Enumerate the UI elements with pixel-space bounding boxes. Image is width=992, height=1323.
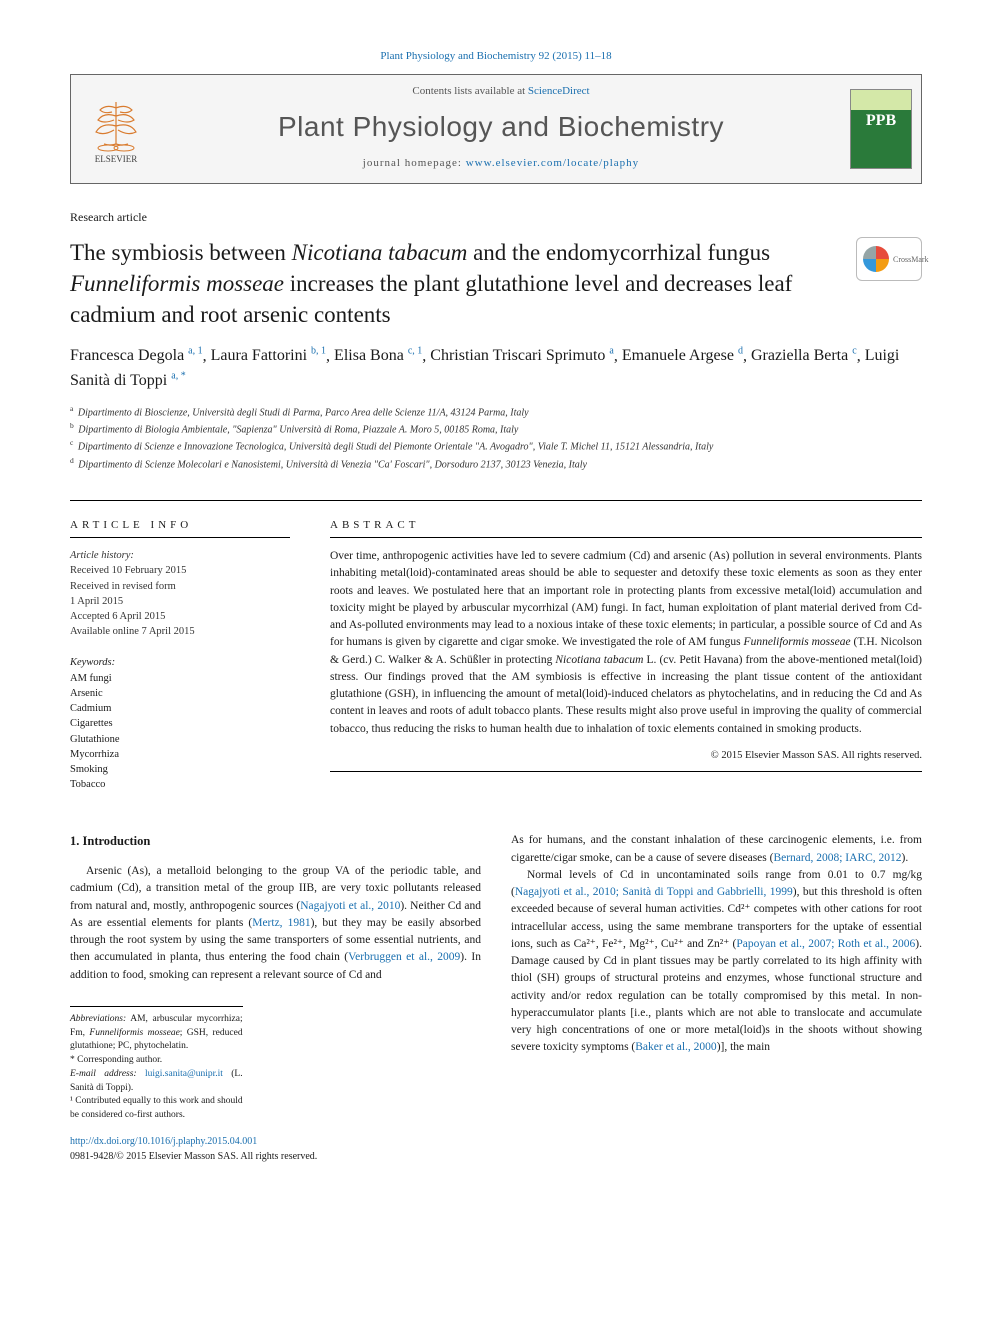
article-type: Research article bbox=[70, 210, 922, 225]
crossmark-label: CrossMark bbox=[893, 255, 929, 264]
keyword: Glutathione bbox=[70, 732, 290, 747]
abstract-text: Over time, anthropogenic activities have… bbox=[330, 548, 922, 738]
keyword: Cadmium bbox=[70, 701, 290, 716]
divider bbox=[70, 500, 922, 501]
ref-link[interactable]: Mertz, 1981 bbox=[252, 917, 310, 929]
author: Francesca Degola a, 1 bbox=[70, 347, 203, 364]
keywords-label: Keywords: bbox=[70, 655, 290, 670]
intro-para-1: Arsenic (As), a metalloid belonging to t… bbox=[70, 863, 481, 984]
ref-link[interactable]: Verbruggen et al., 2009 bbox=[348, 951, 460, 963]
copyright: © 2015 Elsevier Masson SAS. All rights r… bbox=[330, 750, 922, 761]
article-history: Article history: Received 10 February 20… bbox=[70, 548, 290, 639]
history-label: Article history: bbox=[70, 548, 290, 563]
journal-name: Plant Physiology and Biochemistry bbox=[169, 111, 833, 143]
doi-link[interactable]: http://dx.doi.org/10.1016/j.plaphy.2015.… bbox=[70, 1136, 257, 1147]
ref-link[interactable]: Nagajyoti et al., 2010 bbox=[300, 900, 400, 912]
homepage-link[interactable]: www.elsevier.com/locate/plaphy bbox=[466, 157, 639, 169]
ref-link[interactable]: Baker et al., 2000 bbox=[635, 1041, 716, 1053]
email-link[interactable]: luigi.sanita@unipr.it bbox=[145, 1069, 223, 1079]
keyword: AM fungi bbox=[70, 671, 290, 686]
corresponding-author: * Corresponding author. bbox=[70, 1054, 243, 1068]
article-title: The symbiosis between Nicotiana tabacum … bbox=[70, 237, 838, 330]
history-line: Available online 7 April 2015 bbox=[70, 624, 290, 639]
contribution-note: ¹ Contributed equally to this work and s… bbox=[70, 1095, 243, 1123]
elsevier-tree-icon bbox=[86, 94, 146, 154]
author: Emanuele Argese d bbox=[622, 347, 743, 364]
abbreviations-line: Abbreviations: AM, arbuscular mycorrhiza… bbox=[70, 1013, 243, 1054]
crossmark-icon bbox=[863, 246, 889, 272]
sciencedirect-link[interactable]: ScienceDirect bbox=[528, 85, 590, 97]
keyword: Arsenic bbox=[70, 686, 290, 701]
abstract-column: ABSTRACT Over time, anthropogenic activi… bbox=[330, 519, 922, 792]
footnotes: Abbreviations: AM, arbuscular mycorrhiza… bbox=[70, 1006, 243, 1123]
abstract-heading: ABSTRACT bbox=[330, 519, 922, 531]
header-center: Contents lists available at ScienceDirec… bbox=[161, 75, 841, 183]
history-line: Received in revised form bbox=[70, 579, 290, 594]
author: Graziella Berta c bbox=[751, 347, 857, 364]
author: Elisa Bona c, 1 bbox=[334, 347, 422, 364]
elsevier-logo: ELSEVIER bbox=[71, 75, 161, 183]
email-line: E-mail address: luigi.sanita@unipr.it (L… bbox=[70, 1068, 243, 1096]
contents-prefix: Contents lists available at bbox=[412, 85, 527, 97]
ref-link[interactable]: Nagajyoti et al., 2010; Sanità di Toppi … bbox=[515, 886, 793, 898]
history-line: 1 April 2015 bbox=[70, 594, 290, 609]
elsevier-label: ELSEVIER bbox=[95, 154, 138, 164]
top-citation: Plant Physiology and Biochemistry 92 (20… bbox=[70, 50, 922, 62]
author: Christian Triscari Sprimuto a bbox=[430, 347, 614, 364]
affiliation: c Dipartimento di Scienze e Innovazione … bbox=[70, 437, 922, 454]
affiliation: a Dipartimento di Bioscienze, Università… bbox=[70, 403, 922, 420]
affiliation: d Dipartimento di Scienze Molecolari e N… bbox=[70, 455, 922, 472]
affiliation: b Dipartimento di Biologia Ambientale, "… bbox=[70, 420, 922, 437]
keyword: Cigarettes bbox=[70, 716, 290, 731]
info-rule bbox=[330, 537, 922, 538]
info-rule bbox=[70, 537, 290, 538]
cover-ppb-label: PPB bbox=[851, 112, 911, 130]
intro-para-2: As for humans, and the constant inhalati… bbox=[511, 832, 922, 867]
keyword: Smoking bbox=[70, 762, 290, 777]
keyword: Mycorrhiza bbox=[70, 747, 290, 762]
article-info-heading: ARTICLE INFO bbox=[70, 519, 290, 531]
journal-cover: PPB bbox=[841, 75, 921, 183]
ref-link[interactable]: Bernard, 2008; IARC, 2012 bbox=[773, 852, 901, 864]
article-info-column: ARTICLE INFO Article history: Received 1… bbox=[70, 519, 290, 792]
journal-header-box: ELSEVIER Contents lists available at Sci… bbox=[70, 74, 922, 184]
homepage-prefix: journal homepage: bbox=[363, 157, 466, 169]
affiliations-list: a Dipartimento di Bioscienze, Università… bbox=[70, 403, 922, 472]
body-column-left: 1. Introduction Arsenic (As), a metalloi… bbox=[70, 832, 481, 1123]
author: Laura Fattorini b, 1 bbox=[211, 347, 326, 364]
cover-thumbnail: PPB bbox=[850, 89, 912, 169]
history-line: Received 10 February 2015 bbox=[70, 563, 290, 578]
keywords-block: Keywords: AM fungiArsenicCadmiumCigarett… bbox=[70, 655, 290, 792]
abstract-bottom-rule bbox=[330, 771, 922, 772]
history-line: Accepted 6 April 2015 bbox=[70, 609, 290, 624]
crossmark-badge[interactable]: CrossMark bbox=[856, 237, 922, 281]
issn-line: 0981-9428/© 2015 Elsevier Masson SAS. Al… bbox=[70, 1151, 317, 1162]
keyword: Tobacco bbox=[70, 777, 290, 792]
body-column-right: As for humans, and the constant inhalati… bbox=[511, 832, 922, 1123]
doi-block: http://dx.doi.org/10.1016/j.plaphy.2015.… bbox=[70, 1135, 922, 1164]
intro-para-3: Normal levels of Cd in uncontaminated so… bbox=[511, 867, 922, 1057]
ref-link[interactable]: Papoyan et al., 2007; Roth et al., 2006 bbox=[736, 938, 915, 950]
journal-homepage: journal homepage: www.elsevier.com/locat… bbox=[169, 157, 833, 169]
contents-line: Contents lists available at ScienceDirec… bbox=[169, 85, 833, 97]
authors-list: Francesca Degola a, 1, Laura Fattorini b… bbox=[70, 344, 922, 393]
intro-heading: 1. Introduction bbox=[70, 832, 481, 851]
